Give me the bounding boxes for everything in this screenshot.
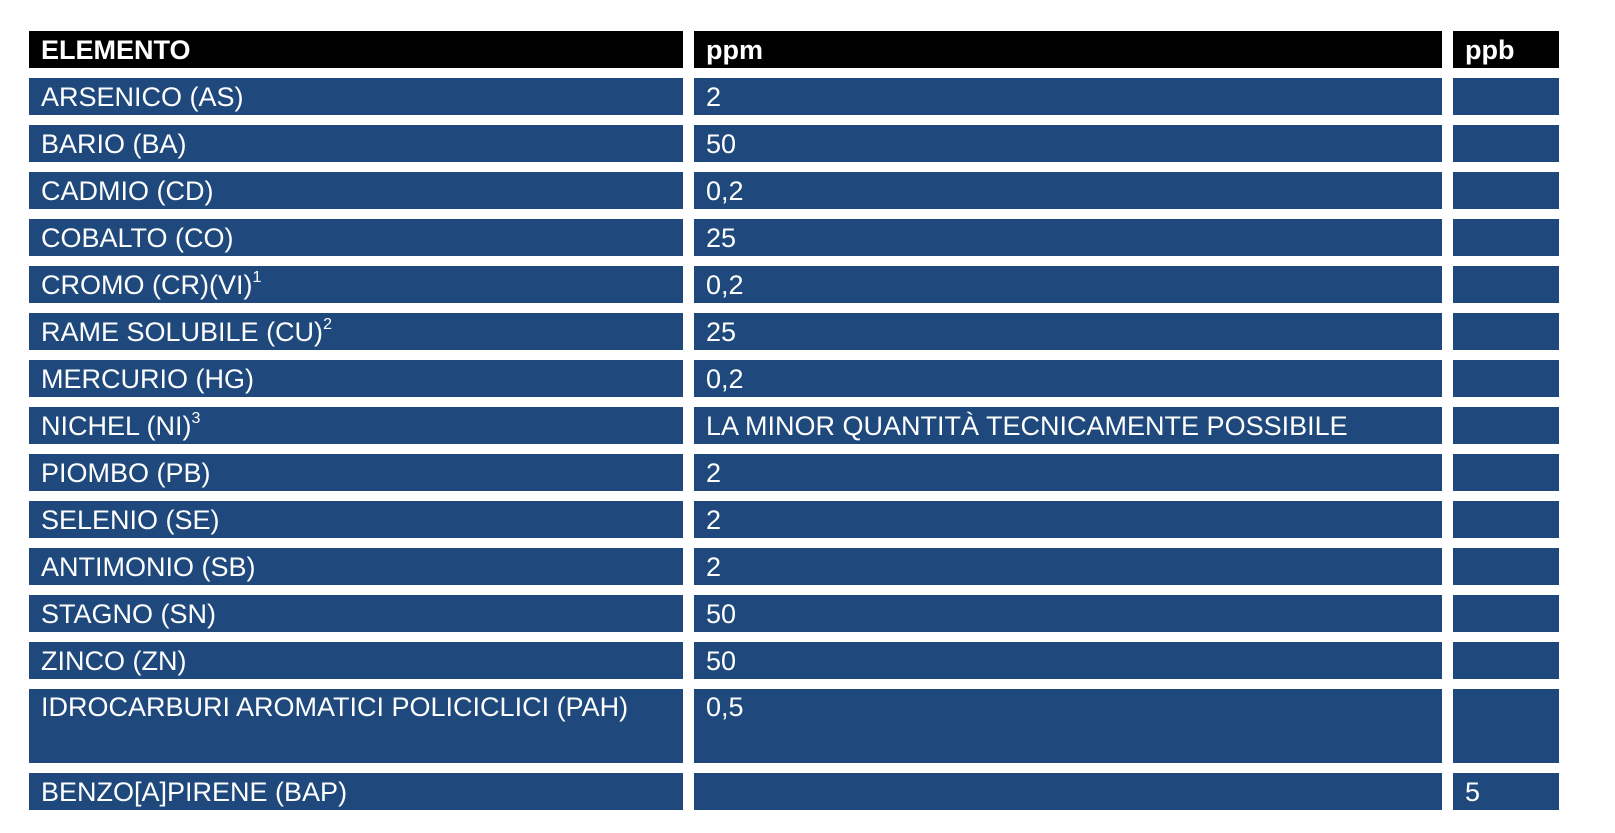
ppm-cell: LA MINOR QUANTITÀ TECNICAMENTE POSSIBILE — [694, 407, 1442, 444]
footnote-marker: 2 — [323, 316, 332, 333]
ppb-cell — [1453, 360, 1559, 397]
ppb-cell — [1453, 548, 1559, 585]
ppb-cell — [1453, 689, 1559, 763]
ppm-cell: 50 — [694, 595, 1442, 632]
ppb-cell — [1453, 407, 1559, 444]
header-ppb: ppb — [1453, 31, 1559, 68]
element-cell: ARSENICO (AS) — [29, 78, 683, 115]
element-name: NICHEL (NI) — [41, 411, 192, 441]
element-name: BENZO[A]PIRENE (BAP) — [41, 777, 348, 807]
ppm-cell: 50 — [694, 642, 1442, 679]
element-cell: NICHEL (NI)3 — [29, 407, 683, 444]
ppb-cell — [1453, 501, 1559, 538]
ppb-cell — [1453, 642, 1559, 679]
header-ppm: ppm — [694, 31, 1442, 68]
element-name: CADMIO (CD) — [41, 176, 214, 206]
ppm-cell: 25 — [694, 313, 1442, 350]
ppm-cell: 0,5 — [694, 689, 1442, 763]
ppm-cell: 2 — [694, 548, 1442, 585]
element-cell: STAGNO (SN) — [29, 595, 683, 632]
ppb-cell — [1453, 125, 1559, 162]
ppm-cell — [694, 773, 1442, 810]
element-cell: BARIO (BA) — [29, 125, 683, 162]
element-name: COBALTO (CO) — [41, 223, 234, 253]
footnote-marker: 3 — [191, 410, 201, 427]
element-cell: PIOMBO (PB) — [29, 454, 683, 491]
ppb-cell — [1453, 454, 1559, 491]
element-name: PIOMBO (PB) — [41, 458, 211, 488]
element-name: RAME SOLUBILE (CU) — [41, 317, 324, 347]
element-name: BARIO (BA) — [41, 129, 187, 159]
element-cell: ANTIMONIO (SB) — [29, 548, 683, 585]
element-cell: COBALTO (CO) — [29, 219, 683, 256]
header-elemento: ELEMENTO — [29, 31, 683, 68]
ppm-cell: 2 — [694, 454, 1442, 491]
ppb-cell — [1453, 595, 1559, 632]
element-cell: IDROCARBURI AROMATICI POLICICLICI (PAH) — [29, 689, 683, 763]
ppm-cell: 50 — [694, 125, 1442, 162]
ppb-cell — [1453, 172, 1559, 209]
ppm-cell: 0,2 — [694, 172, 1442, 209]
ppb-cell — [1453, 219, 1559, 256]
element-name: ANTIMONIO (SB) — [41, 552, 256, 582]
ppm-cell: 0,2 — [694, 360, 1442, 397]
element-cell: BENZO[A]PIRENE (BAP) — [29, 773, 683, 810]
element-cell: ZINCO (ZN) — [29, 642, 683, 679]
ppm-cell: 2 — [694, 78, 1442, 115]
ppb-cell: 5 — [1453, 773, 1559, 810]
ppb-cell — [1453, 78, 1559, 115]
ppm-cell: 25 — [694, 219, 1442, 256]
element-cell: RAME SOLUBILE (CU)2 — [29, 313, 683, 350]
ppm-cell: 2 — [694, 501, 1442, 538]
element-name: SELENIO (SE) — [41, 505, 220, 535]
element-name: MERCURIO (HG) — [41, 364, 254, 394]
footnote-marker: 1 — [252, 269, 262, 286]
ppm-cell: 0,2 — [694, 266, 1442, 303]
element-cell: CADMIO (CD) — [29, 172, 683, 209]
element-cell: MERCURIO (HG) — [29, 360, 683, 397]
element-cell: SELENIO (SE) — [29, 501, 683, 538]
element-name: IDROCARBURI AROMATICI POLICICLICI (PAH) — [41, 692, 629, 722]
element-cell: CROMO (CR)(VI)1 — [29, 266, 683, 303]
ppb-cell — [1453, 266, 1559, 303]
ppb-cell — [1453, 313, 1559, 350]
element-name: CROMO (CR)(VI) — [41, 270, 253, 300]
element-name: ZINCO (ZN) — [41, 646, 187, 676]
element-name: ARSENICO (AS) — [41, 82, 244, 112]
element-name: STAGNO (SN) — [41, 599, 216, 629]
limits-table: ELEMENTO ppm ppb ARSENICO (AS) 2 BARIO (BA… — [29, 31, 1559, 810]
